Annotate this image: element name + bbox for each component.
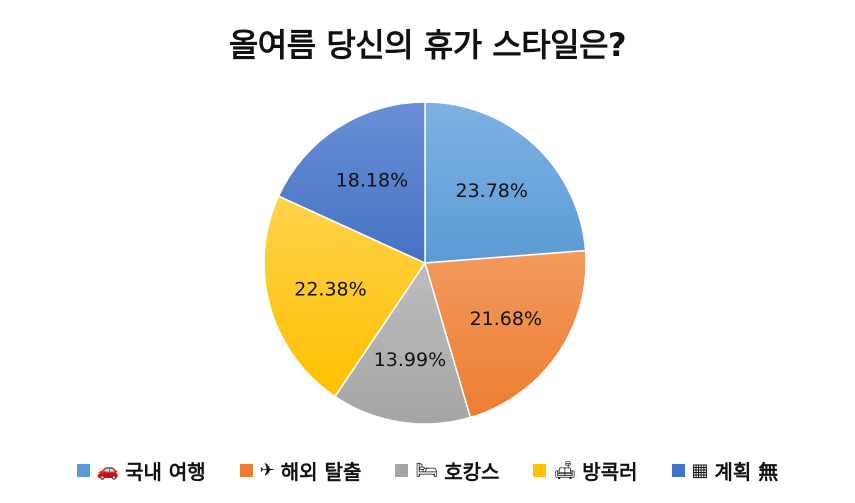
legend-swatch <box>671 464 685 477</box>
pie-slice <box>424 101 587 264</box>
bed-icon: 🛏 <box>415 460 439 481</box>
data-label: 22.38% <box>294 279 366 301</box>
pie-data-labels: 23.78% 21.68% 13.99% 22.38% 18.18% <box>294 169 542 371</box>
legend-item: 🛋 방콕러 <box>533 456 638 485</box>
legend-swatch <box>533 464 547 477</box>
pie-slices <box>263 101 587 425</box>
pie-slice <box>333 261 472 425</box>
data-label: 21.68% <box>470 308 542 330</box>
pie-slice <box>424 249 587 419</box>
data-label: 23.78% <box>456 180 528 202</box>
legend-label: 방콕러 <box>582 460 638 484</box>
airplane-icon: ✈ <box>259 460 275 481</box>
legend-item: 🛏 호캉스 <box>395 456 499 485</box>
data-label: 13.99% <box>374 349 446 371</box>
legend-label: 계획 無 <box>714 460 779 484</box>
legend-swatch <box>395 464 409 477</box>
legend-label: 국내 여행 <box>125 460 206 484</box>
pie-slice <box>277 101 426 265</box>
chart-title: 올여름 당신의 휴가 스타일은? <box>228 26 627 64</box>
legend-item: 🚗 국내 여행 <box>76 456 206 485</box>
data-label: 18.18% <box>336 169 408 191</box>
legend-label: 해외 탈출 <box>280 460 362 484</box>
car-icon: 🚗 <box>96 460 120 481</box>
legend-item: ✈ 해외 탈출 <box>239 456 362 485</box>
legend-item: ▦ 계획 無 <box>671 456 779 485</box>
calendar-icon: ▦ <box>691 460 709 481</box>
sofa-icon: 🛋 <box>553 460 577 481</box>
legend-label: 호캉스 <box>444 460 500 484</box>
legend-swatch <box>239 464 253 477</box>
pie-slice <box>263 195 427 398</box>
legend-swatch <box>76 464 90 477</box>
chart-legend: 🚗 국내 여행 ✈ 해외 탈출 🛏 호캉스 🛋 방콕러 ▦ 계획 無 <box>0 456 855 485</box>
